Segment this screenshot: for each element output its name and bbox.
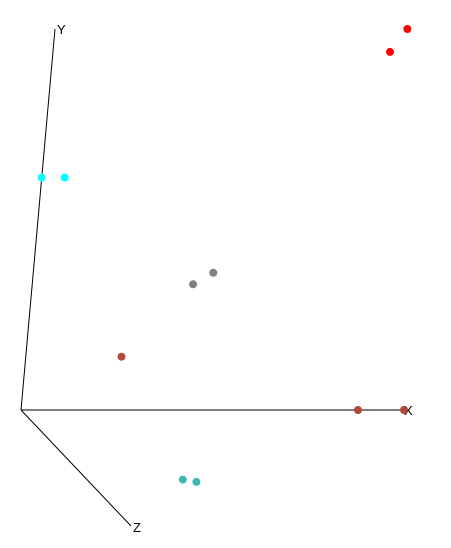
data-point-11 <box>192 477 201 486</box>
data-point-6 <box>189 280 198 289</box>
data-point-1 <box>403 25 412 33</box>
data-point-10 <box>178 475 187 484</box>
z-axis-line <box>20 409 132 527</box>
data-point-8 <box>354 406 362 414</box>
y-axis-label: Y <box>57 22 66 37</box>
data-point-2 <box>386 47 394 56</box>
data-point-3 <box>37 173 46 182</box>
x-axis-label: X <box>404 403 413 418</box>
z-axis-label: Z <box>133 520 141 535</box>
data-point-9 <box>400 406 408 414</box>
data-point-5 <box>209 268 218 277</box>
data-point-4 <box>60 173 69 182</box>
data-points <box>37 25 412 486</box>
data-point-7 <box>117 352 126 361</box>
y-axis-line <box>20 28 56 411</box>
axes: X Y Z <box>20 22 413 535</box>
